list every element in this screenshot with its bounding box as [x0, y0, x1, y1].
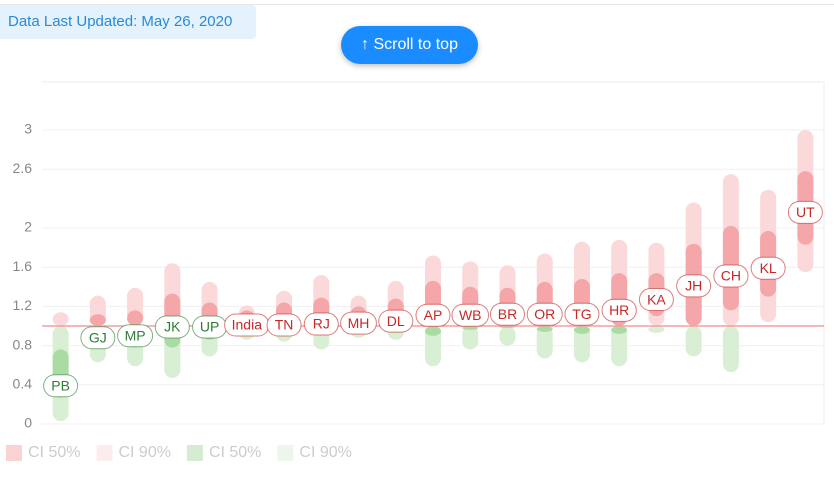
ci-bar	[462, 326, 479, 330]
category-label: MH	[348, 315, 370, 331]
y-tick-label: 1.6	[13, 258, 33, 274]
value-marker	[80, 326, 116, 350]
ci-bar	[611, 326, 628, 334]
y-tick-label: 0	[24, 415, 32, 431]
scroll-to-top-button[interactable]: ↑ Scroll to top	[341, 26, 478, 64]
category-label: HR	[609, 302, 629, 318]
category-label: TG	[572, 306, 591, 322]
legend-swatch	[6, 445, 22, 461]
state-label: BR	[489, 302, 525, 326]
state-label: PB	[43, 374, 79, 398]
category-label: PB	[51, 377, 70, 393]
value-marker	[526, 302, 563, 326]
ci-bar	[536, 326, 553, 332]
category-label: AP	[424, 307, 443, 323]
y-tick-label: 3	[24, 121, 32, 137]
category-label: RJ	[313, 316, 330, 332]
state-label: WB	[451, 303, 490, 327]
category-label: CH	[721, 268, 741, 284]
state-label: TG	[564, 302, 600, 326]
value-marker	[564, 302, 600, 326]
state-label: DL	[378, 309, 414, 333]
y-tick-label: 2	[24, 219, 32, 235]
ci-bar	[573, 326, 590, 334]
state-label: AP	[415, 303, 451, 327]
legend-swatch	[96, 445, 113, 461]
state-label: RJ	[303, 312, 339, 336]
legend-label: CI 90%	[299, 444, 351, 461]
ci-bar	[573, 326, 590, 363]
category-label: WB	[459, 307, 482, 323]
state-label: MP	[117, 324, 154, 348]
value-marker	[676, 274, 712, 298]
state-label: JH	[676, 274, 712, 298]
ci-bar	[127, 310, 144, 327]
category-label: UP	[200, 319, 219, 335]
legend-swatch	[186, 445, 203, 461]
category-label: DL	[387, 313, 405, 329]
top-rule	[0, 4, 834, 5]
value-marker	[43, 374, 79, 398]
ci-bar	[425, 326, 441, 336]
state-label: HR	[601, 298, 637, 322]
value-marker	[154, 315, 190, 339]
y-tick-label: 2.6	[13, 160, 33, 176]
state-label: UP	[192, 315, 228, 339]
category-label: OR	[534, 306, 555, 322]
state-label: OR	[526, 302, 563, 326]
ci-bar	[52, 312, 69, 327]
state-label: JK	[154, 315, 190, 339]
ci-bar	[536, 326, 553, 359]
state-label: KA	[638, 288, 674, 312]
y-tick-label: 0.4	[13, 376, 33, 392]
category-label: JK	[164, 319, 181, 335]
ci-bar	[462, 326, 479, 350]
legend-label: CI 50%	[209, 444, 261, 461]
value-marker	[303, 312, 339, 336]
value-marker	[750, 256, 786, 280]
value-marker	[340, 311, 377, 335]
category-label: MP	[125, 328, 146, 344]
category-label: JH	[685, 278, 702, 294]
value-marker	[266, 313, 302, 337]
category-label: India	[232, 317, 263, 333]
category-label: KA	[647, 291, 666, 307]
state-label: UT	[787, 200, 823, 224]
legend-swatch	[277, 445, 294, 461]
value-marker	[601, 298, 637, 322]
ci-bar	[499, 326, 516, 346]
value-marker	[787, 200, 823, 224]
value-marker	[638, 288, 674, 312]
value-marker	[117, 324, 154, 348]
category-label: UT	[796, 204, 815, 220]
state-label: GJ	[80, 326, 116, 350]
legend-label: CI 50%	[28, 444, 80, 461]
y-tick-label: 0.8	[13, 336, 33, 352]
value-marker	[378, 309, 414, 333]
ci-bar	[89, 314, 106, 327]
category-label: GJ	[89, 329, 107, 345]
category-label: BR	[498, 306, 517, 322]
category-label: TN	[275, 317, 294, 333]
y-tick-label: 1.2	[13, 297, 33, 313]
ci-bar	[685, 326, 702, 357]
legend-label: CI 90%	[118, 444, 170, 461]
state-label: CH	[713, 264, 749, 288]
ci-bar	[611, 326, 628, 367]
ci-bar	[722, 326, 739, 373]
ci-bar	[648, 326, 665, 333]
state-label: India	[224, 313, 270, 337]
ci-bar	[425, 326, 441, 367]
state-label: TN	[266, 313, 302, 337]
value-marker	[415, 303, 451, 327]
category-label: KL	[760, 260, 777, 276]
value-marker	[489, 302, 525, 326]
value-marker	[713, 264, 749, 288]
last-updated: Data Last Updated: May 26, 2020	[0, 5, 256, 39]
value-marker	[451, 303, 490, 327]
state-label: MH	[340, 311, 377, 335]
state-label: KL	[750, 256, 786, 280]
